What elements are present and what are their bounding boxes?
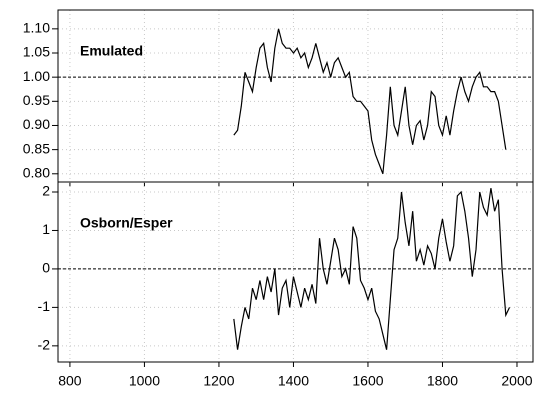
y-tick-label: 0 — [42, 260, 50, 276]
x-tick-label: 1000 — [129, 373, 160, 389]
panel-border — [57, 181, 534, 363]
x-tick-label: 800 — [58, 373, 82, 389]
panel-title: Osborn/Esper — [80, 215, 173, 231]
x-tick-label: 1200 — [203, 373, 234, 389]
y-tick-label: -2 — [38, 337, 51, 353]
y-tick-label: 1.10 — [23, 20, 50, 36]
panel-title: Emulated — [80, 43, 143, 59]
data-line — [233, 28, 507, 175]
x-tick-label: 2000 — [501, 373, 532, 389]
x-tick-label: 1600 — [352, 373, 383, 389]
y-tick-label: 1.00 — [23, 68, 50, 84]
y-tick-label: 0.80 — [23, 164, 50, 180]
x-tick-label: 1800 — [427, 373, 458, 389]
x-tick-label: 1400 — [278, 373, 309, 389]
data-line — [233, 188, 511, 350]
y-tick-label: 1.05 — [23, 44, 50, 60]
y-tick-label: -1 — [38, 298, 51, 314]
y-tick-label: 1 — [42, 221, 50, 237]
y-tick-label: 0.90 — [23, 116, 50, 132]
y-tick-label: 0.85 — [23, 140, 50, 156]
y-tick-label: 0.95 — [23, 92, 50, 108]
y-tick-label: 2 — [42, 183, 50, 199]
